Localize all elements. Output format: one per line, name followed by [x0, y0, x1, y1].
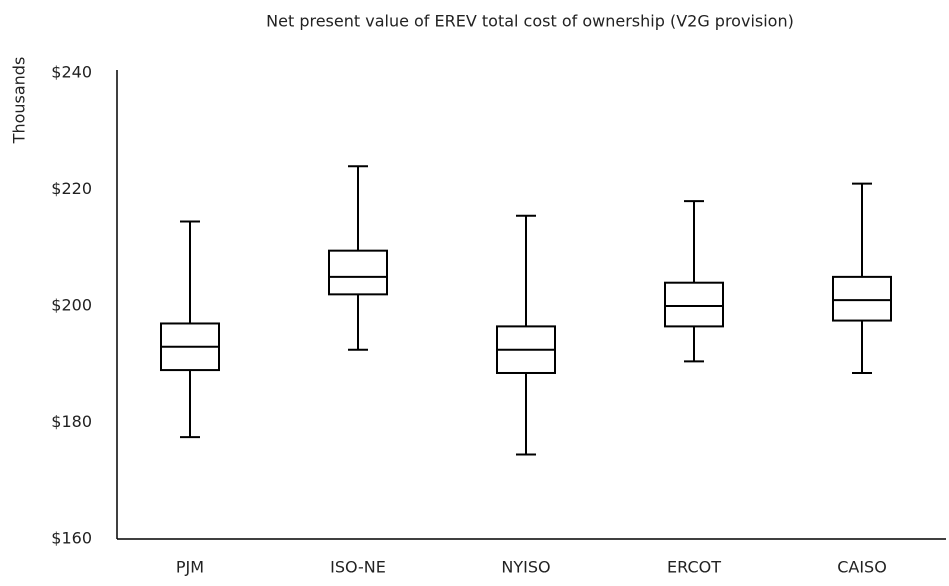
- y-tick-label: $240: [51, 63, 92, 82]
- x-tick-label: NYISO: [501, 558, 550, 577]
- box: [328, 249, 388, 296]
- x-tick-label: ERCOT: [667, 558, 721, 577]
- chart-title: Net present value of EREV total cost of …: [266, 12, 794, 31]
- y-tick-label: $180: [51, 412, 92, 431]
- y-tick-label: $200: [51, 296, 92, 315]
- x-tick-label: CAISO: [837, 558, 887, 577]
- y-tick-label: $160: [51, 529, 92, 548]
- box: [664, 281, 724, 328]
- y-axis-label: Thousands: [10, 57, 29, 145]
- y-tick-label: $220: [51, 179, 92, 198]
- box: [832, 275, 892, 322]
- x-tick-label: PJM: [176, 558, 204, 577]
- x-tick-label: ISO-NE: [330, 558, 386, 577]
